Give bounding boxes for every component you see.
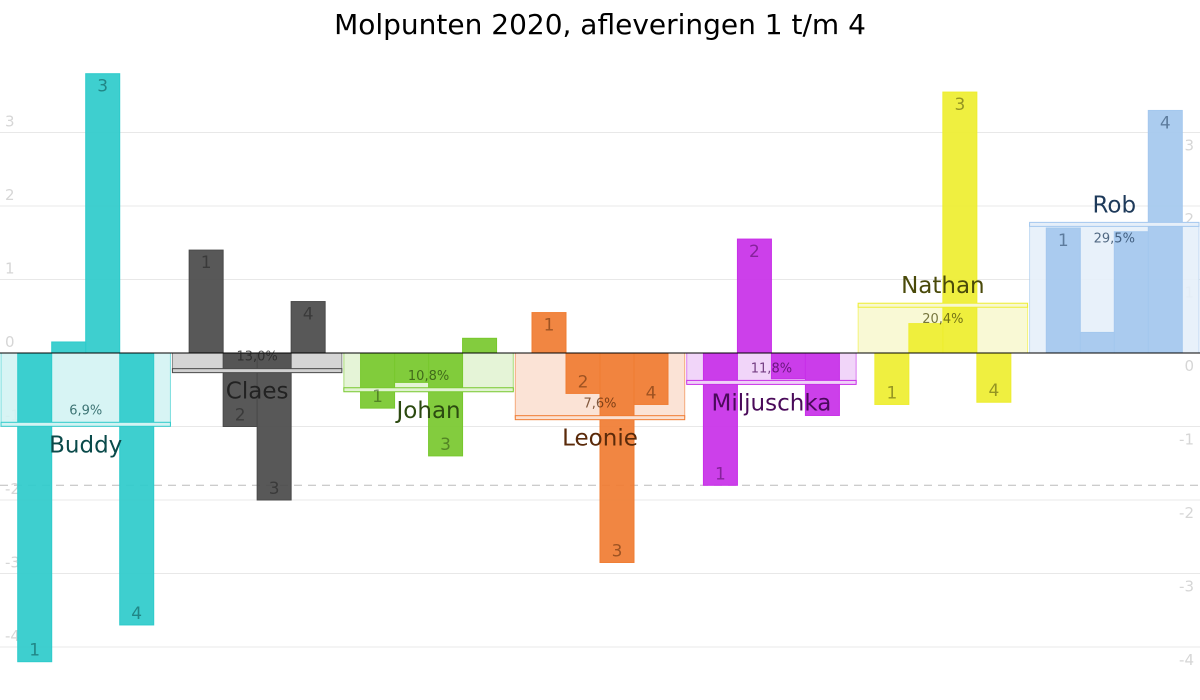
average-line — [0, 421, 171, 427]
y-tick-left: 1 — [5, 260, 15, 278]
episode-bar — [188, 249, 224, 354]
y-tick-right: -3 — [1179, 578, 1194, 596]
contestant-name: Miljuschka — [712, 390, 832, 416]
percent-label: 29,5% — [1094, 231, 1135, 246]
episode-bar — [531, 312, 567, 354]
episode-label: 3 — [612, 541, 623, 561]
episode-bar — [256, 352, 292, 501]
episode-label: 3 — [269, 479, 280, 499]
episode-bar — [1147, 109, 1183, 354]
y-tick-right: 2 — [1184, 210, 1194, 228]
episode-bar — [942, 91, 978, 354]
y-tick-left: 0 — [5, 333, 15, 351]
percent-label: 7,6% — [583, 397, 616, 412]
episode-label: 1 — [201, 253, 212, 273]
y-tick-left: -3 — [5, 554, 20, 572]
contestant-name: Johan — [395, 398, 461, 424]
episode-label: 1 — [372, 387, 383, 407]
episode-label: 1 — [886, 383, 897, 403]
percent-label: 6,9% — [69, 403, 102, 418]
episode-label: 2 — [235, 406, 246, 426]
y-tick-right: -4 — [1179, 651, 1194, 669]
y-tick-right: -1 — [1179, 431, 1194, 449]
episode-label: 4 — [988, 381, 999, 401]
episode-bar — [1113, 231, 1149, 354]
average-line — [686, 379, 857, 385]
episode-label: 3 — [954, 95, 965, 115]
contestant-name: Buddy — [49, 432, 122, 458]
episode-bar — [976, 352, 1012, 403]
contestant-name: Rob — [1092, 192, 1136, 218]
episode-label: 4 — [1160, 113, 1171, 133]
average-line — [514, 415, 686, 421]
episode-label: 4 — [131, 604, 142, 624]
episode-bar — [222, 352, 258, 427]
y-tick-left: -4 — [5, 627, 20, 645]
y-tick-right: 3 — [1184, 137, 1194, 155]
episode-label: 1 — [29, 641, 40, 661]
episode-bar — [462, 337, 498, 354]
episode-label: 3 — [97, 77, 108, 97]
contestant-name: Claes — [226, 379, 289, 405]
bars — [0, 73, 1200, 663]
episode-bar — [908, 323, 944, 354]
contestant-name: Nathan — [901, 273, 985, 299]
episode-bar — [85, 73, 121, 354]
y-tick-left: 3 — [5, 113, 15, 131]
episode-bar — [874, 352, 910, 405]
episode-bar — [17, 352, 53, 663]
y-tick-right: 0 — [1184, 357, 1194, 375]
percent-label: 13,0% — [236, 350, 277, 365]
percent-label: 20,4% — [922, 312, 963, 327]
episode-bar — [702, 352, 738, 486]
episode-label: 1 — [1058, 231, 1069, 251]
episode-label: 2 — [578, 372, 589, 392]
episode-bar — [428, 352, 464, 457]
chart-title: Molpunten 2020, afleveringen 1 t/m 4 — [334, 8, 866, 41]
average-line — [1029, 221, 1200, 227]
percent-label: 10,8% — [408, 369, 449, 384]
episode-label: 3 — [440, 435, 451, 455]
episode-bar — [290, 301, 326, 354]
episode-label: 1 — [544, 316, 555, 336]
episode-bar — [51, 341, 87, 354]
episode-bar — [119, 352, 155, 626]
episode-label: 2 — [749, 242, 760, 262]
episode-bar — [394, 352, 430, 383]
episode-label: 4 — [646, 383, 657, 403]
episode-bar — [736, 238, 772, 354]
average-line — [171, 368, 343, 374]
episode-bar — [599, 352, 635, 563]
episode-label: 4 — [303, 305, 314, 325]
episode-label: 1 — [715, 464, 726, 484]
average-line — [343, 387, 514, 393]
percent-label: 11,8% — [751, 361, 792, 376]
episode-bar — [1045, 227, 1081, 354]
average-line — [857, 302, 1029, 308]
episode-bar — [1079, 331, 1115, 354]
y-tick-left: -2 — [5, 480, 20, 498]
labels: 1 3 4 6,9% Buddy 1 2 3 4 13,0% Claes 1 3 10,8% Johan 1 2… — [29, 77, 1170, 661]
y-tick-left: 2 — [5, 186, 15, 204]
y-tick-right: -2 — [1179, 504, 1194, 522]
contestant-name: Leonie — [562, 426, 638, 452]
